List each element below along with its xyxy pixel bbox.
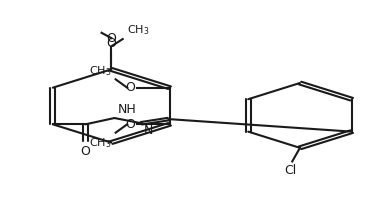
- Text: N: N: [143, 124, 153, 137]
- Text: CH$_3$: CH$_3$: [89, 64, 112, 78]
- Text: Cl: Cl: [284, 163, 296, 177]
- Text: CH$_3$: CH$_3$: [126, 23, 149, 37]
- Text: O: O: [125, 118, 135, 131]
- Text: O: O: [106, 32, 116, 45]
- Text: NH: NH: [118, 103, 136, 116]
- Text: O: O: [81, 145, 90, 158]
- Text: CH$_3$: CH$_3$: [89, 136, 112, 150]
- Text: O: O: [125, 81, 135, 94]
- Text: O: O: [106, 37, 116, 50]
